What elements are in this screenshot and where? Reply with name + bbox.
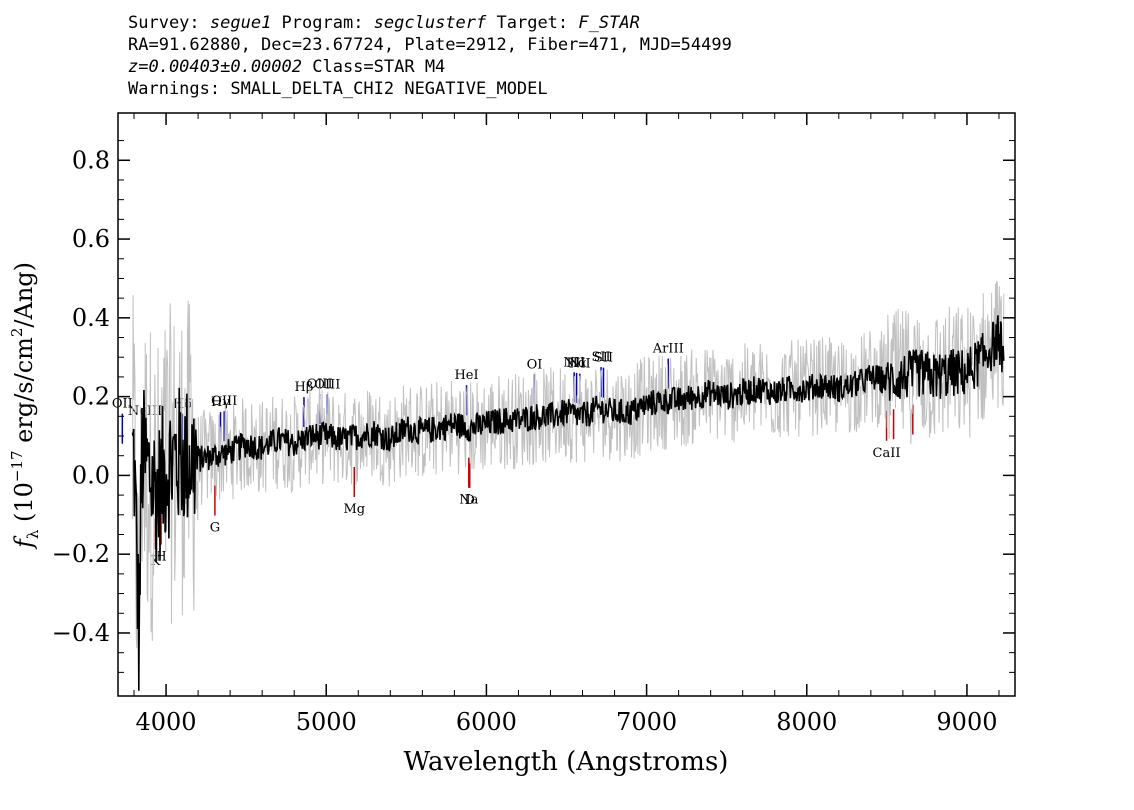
absorption-line-label: CaII <box>873 446 901 461</box>
y-tick-label: −0.4 <box>52 619 110 647</box>
emission-line-label: Hα <box>567 356 587 371</box>
emission-line-label: OIII <box>211 394 237 409</box>
program-value: segclusterf <box>373 13 487 33</box>
emission-line-label: OI <box>527 357 543 372</box>
svg-text:fλ (10−17 erg/s/cm2/Ang): fλ (10−17 erg/s/cm2/Ang) <box>8 262 42 550</box>
emission-line-label: NII <box>563 355 585 370</box>
absorption-line-label: D <box>465 493 475 508</box>
x-tick-label: 5000 <box>296 708 357 736</box>
absorption-line-label: Na <box>459 493 478 508</box>
x-tick-label: 7000 <box>616 708 677 736</box>
x-tick-label: 9000 <box>936 708 997 736</box>
plot-frame <box>117 112 1016 697</box>
header-line-coords: RA=91.62880, Dec=23.67724, Plate=2912, F… <box>128 35 732 55</box>
x-tick-label: 8000 <box>776 708 837 736</box>
emission-line-label: HeI <box>454 368 478 383</box>
redshift-value: z=0.00403±0.00002 <box>128 57 302 77</box>
x-tick-label: 6000 <box>456 708 517 736</box>
axis-ticks: 4000 5000 6000 7000 8000 9000 −0.4 −0.2 0.0 0.2 0.… <box>52 113 1015 736</box>
header-line-redshift: z=0.00403±0.00002 Class=STAR M4 <box>128 56 732 78</box>
y-tick-label: 0.6 <box>72 225 110 253</box>
y-tick-label: 0.4 <box>72 304 110 332</box>
y-tick-label: 0.2 <box>72 383 110 411</box>
error-line <box>131 280 1005 649</box>
emission-line-label: SII <box>594 351 613 366</box>
target-value: F_STAR <box>578 13 640 33</box>
spectrum-header: Survey: segue1 Program: segclusterf Targ… <box>128 12 732 100</box>
y-axis-label: fλ (10−17 erg/s/cm2/Ang) <box>8 262 42 550</box>
header-line-survey: Survey: segue1 Program: segclusterf Targ… <box>128 13 640 33</box>
class-value: Class=STAR M4 <box>302 57 446 77</box>
flux-series <box>131 315 1005 691</box>
absorption-line-label: Mg <box>343 502 365 517</box>
emission-line-label: OII <box>112 397 133 412</box>
header-line-warnings: Warnings: SMALL_DELTA_CHI2 NEGATIVE_MODE… <box>128 79 548 99</box>
y-tick-label: 0.8 <box>72 146 110 174</box>
emission-line-label: NII <box>569 357 591 372</box>
survey-value: segue1 <box>209 13 272 33</box>
x-tick-label: 4000 <box>136 708 197 736</box>
absorption-line-label: H <box>155 550 166 565</box>
error-band <box>131 280 1005 649</box>
emission-line-label: ArIII <box>652 342 684 357</box>
emission-line-label: OIII <box>314 377 340 392</box>
x-axis-label: Wavelength (Angstroms) <box>404 747 729 777</box>
emission-line-label: OIII <box>307 377 333 392</box>
emission-line-label: SII <box>592 350 611 365</box>
y-tick-label: 0.0 <box>72 461 110 489</box>
emission-line-label: Hβ <box>295 380 314 395</box>
absorption-line-label: G <box>210 521 220 536</box>
y-tick-label: −0.2 <box>52 540 110 568</box>
flux-line <box>131 315 1005 691</box>
